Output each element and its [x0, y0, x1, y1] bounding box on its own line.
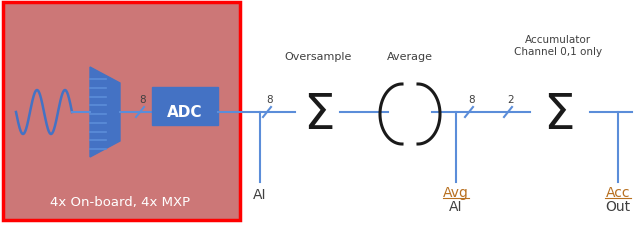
Text: $\Sigma$: $\Sigma$	[303, 91, 333, 138]
Text: ADC: ADC	[167, 105, 203, 120]
Text: Average: Average	[387, 52, 433, 62]
Text: Accumulator
Channel 0,1 only: Accumulator Channel 0,1 only	[514, 35, 602, 56]
Text: 8: 8	[468, 94, 476, 105]
Text: Acc: Acc	[605, 185, 630, 199]
Text: Oversample: Oversample	[284, 52, 352, 62]
Text: 2: 2	[508, 94, 515, 105]
Bar	[3, 3, 240, 220]
Polygon shape	[90, 68, 120, 157]
Text: $\Sigma$: $\Sigma$	[543, 91, 573, 138]
Bar	[152, 88, 218, 126]
Text: 8: 8	[140, 94, 147, 105]
Text: 8: 8	[267, 94, 273, 105]
Text: AI: AI	[253, 187, 267, 201]
Text: Avg: Avg	[443, 185, 469, 199]
Text: AI: AI	[449, 199, 463, 213]
Text: 4x On-board, 4x MXP: 4x On-board, 4x MXP	[50, 196, 190, 209]
Text: Out: Out	[605, 199, 630, 213]
